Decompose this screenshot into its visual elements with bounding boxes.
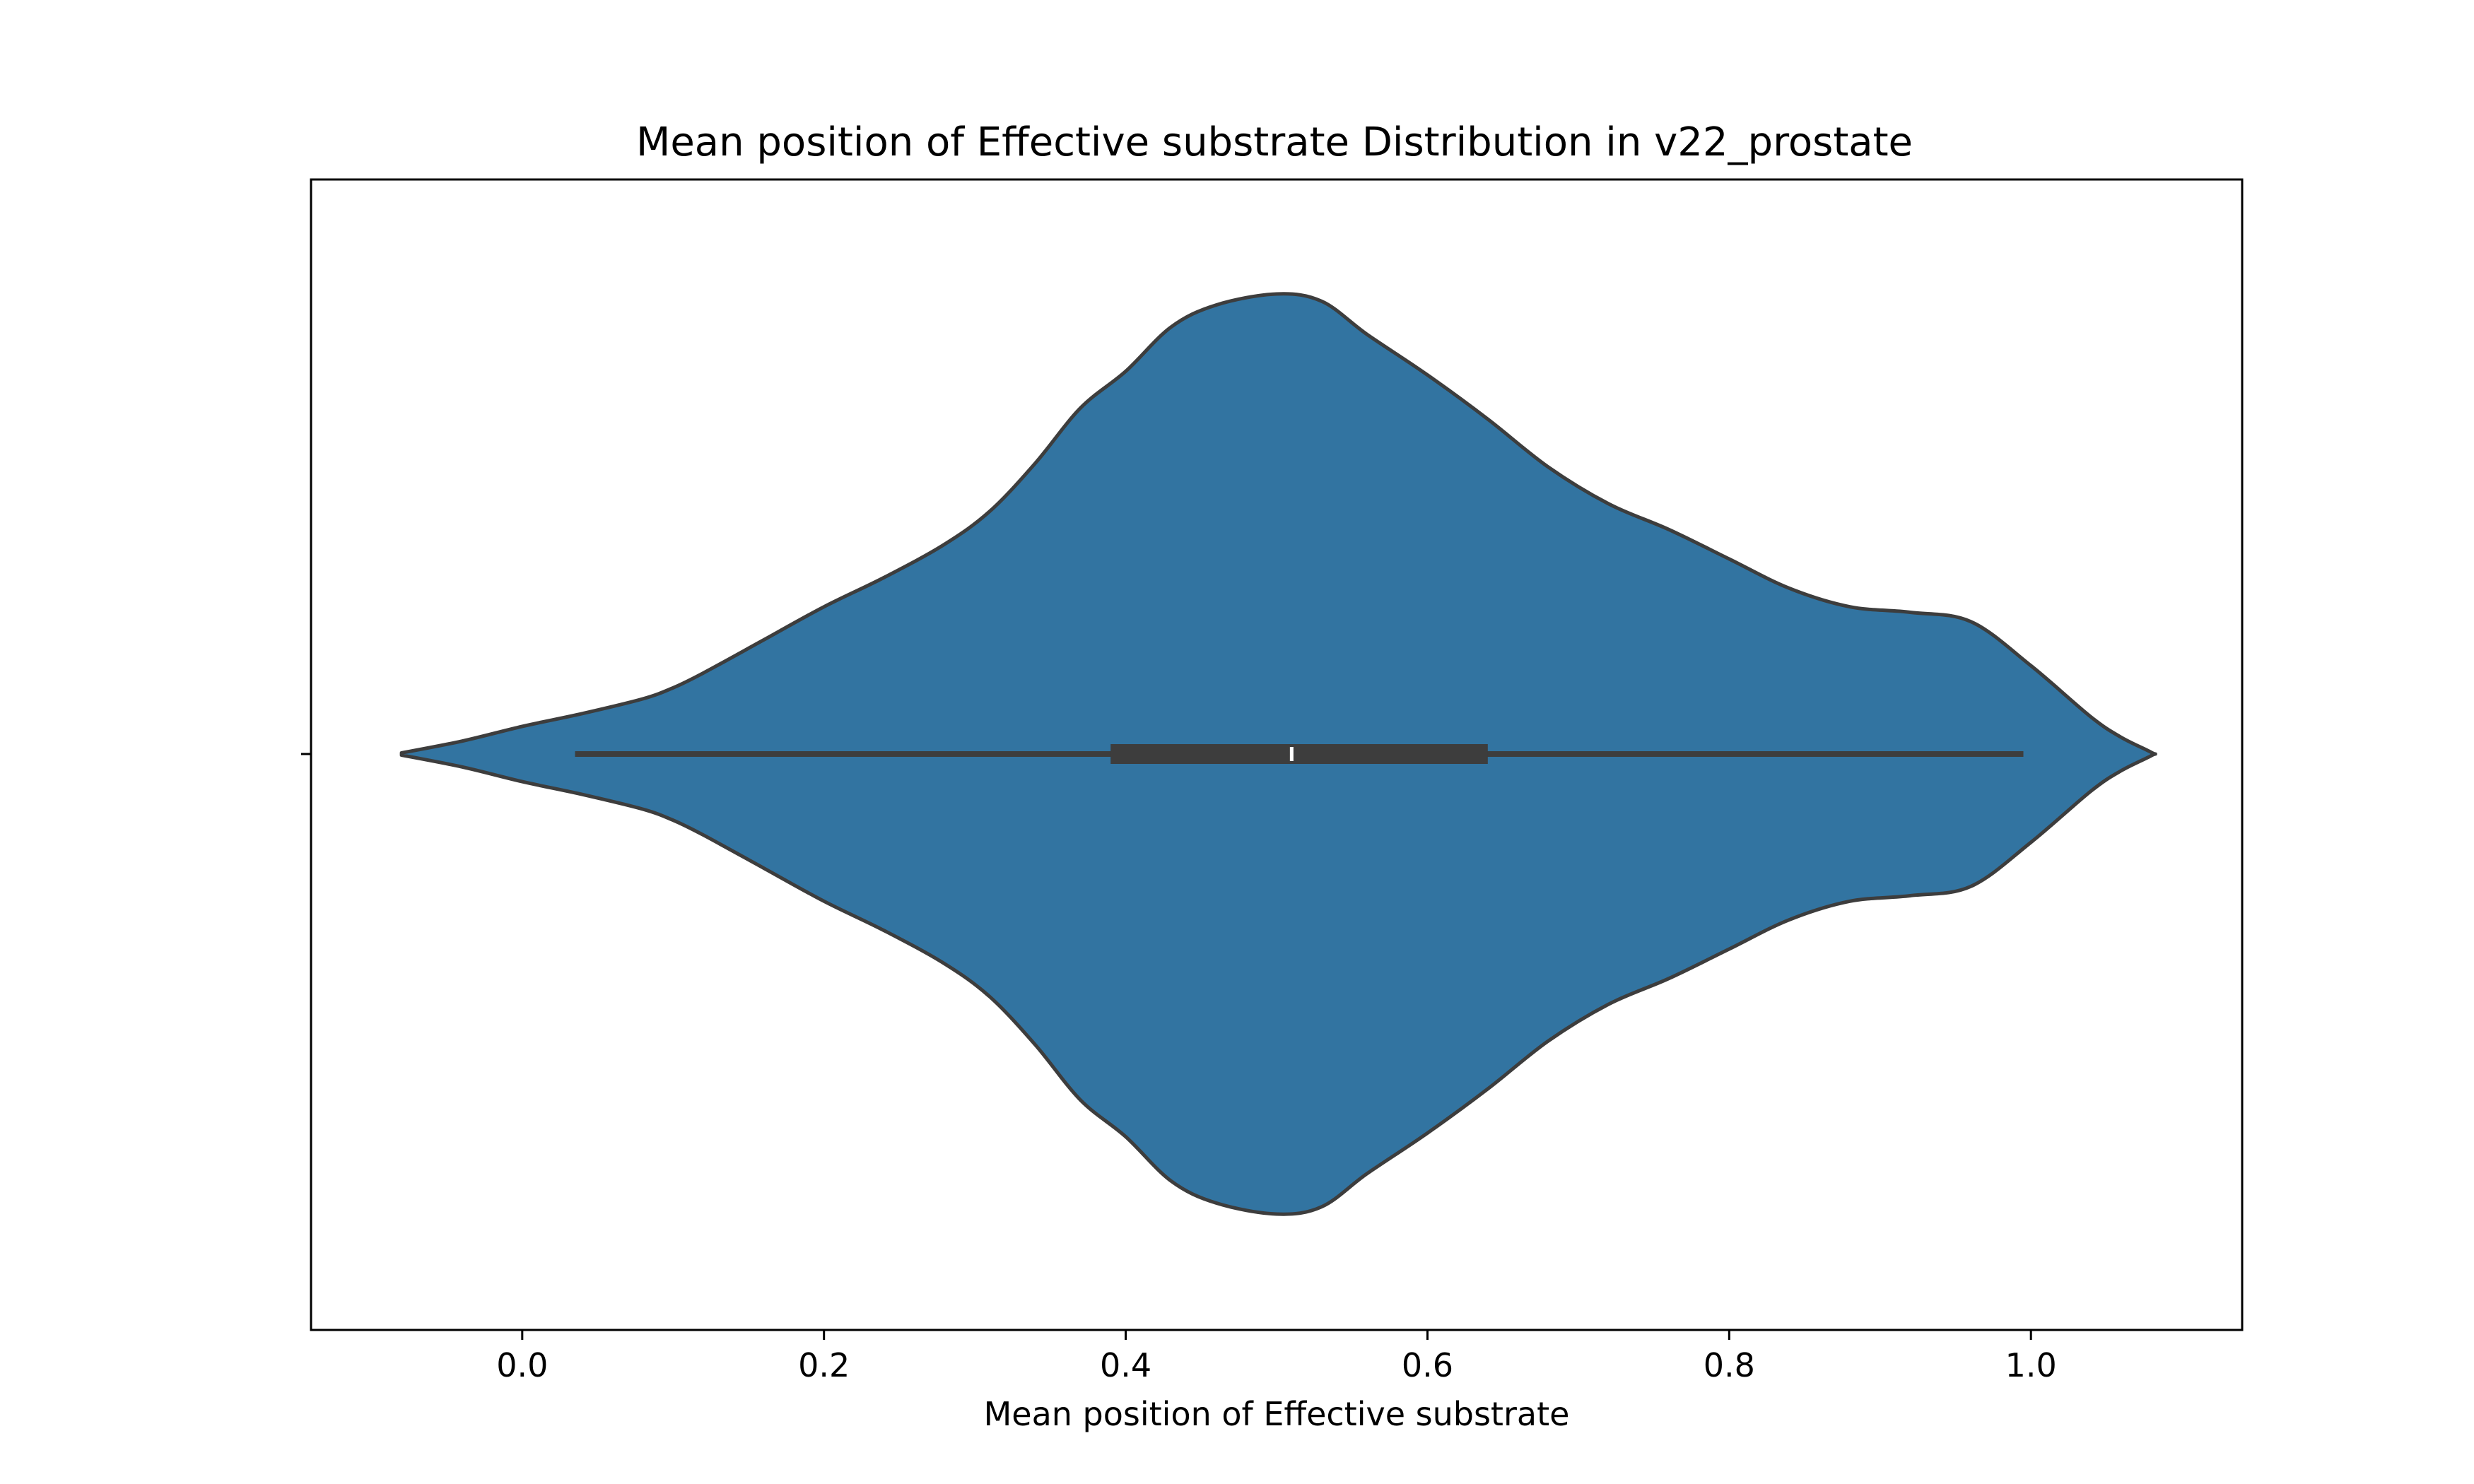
x-axis-ticks: 0.0 0.2 0.4 0.6 0.8 1.0	[496, 1330, 2057, 1384]
iqr-box	[1110, 744, 1488, 764]
x-tick-label: 1.0	[2005, 1346, 2057, 1384]
x-tick-label: 0.4	[1100, 1346, 1151, 1384]
x-tick-label: 0.0	[496, 1346, 548, 1384]
plot-area	[399, 292, 2157, 1216]
chart-title: Mean position of Effective substrate Dis…	[636, 119, 1913, 165]
x-axis-label: Mean position of Effective substrate	[984, 1395, 1570, 1433]
x-tick-label: 0.8	[1704, 1346, 1755, 1384]
x-tick-label: 0.6	[1402, 1346, 1453, 1384]
x-tick-label: 0.2	[798, 1346, 850, 1384]
